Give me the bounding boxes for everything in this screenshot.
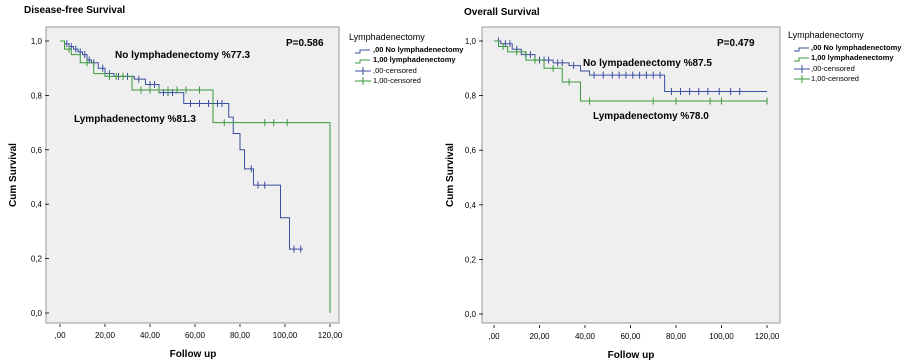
x-tick-label: 20,00 xyxy=(529,332,550,341)
annotation-lymphadenectomy: Lympadenectomy %78.0 xyxy=(593,111,709,122)
y-axis-label: Cum Survival xyxy=(445,143,456,207)
legend-entry-0: ,00 No lymphadenectomy xyxy=(811,43,902,52)
legend-swatch-censored-1 xyxy=(794,75,810,83)
x-tick-label: 80,00 xyxy=(230,331,251,340)
y-tick-label: 1,0 xyxy=(31,37,43,46)
y-axis-label: Cum Survival xyxy=(8,143,19,207)
y-tick-label: 0,6 xyxy=(31,146,43,155)
x-tick-label: ,00 xyxy=(488,332,500,341)
y-tick-label: 0,4 xyxy=(465,201,477,210)
x-axis-label: Follow up xyxy=(608,350,655,361)
x-tick-label: 40,00 xyxy=(140,331,161,340)
legend-entry-2: ,00-censored xyxy=(373,66,417,75)
plot-background xyxy=(481,26,781,324)
p-value: P=0.479 xyxy=(717,38,755,49)
chart-title: Overall Survival xyxy=(464,7,540,18)
x-tick-label: 80,00 xyxy=(666,332,687,341)
legend-swatch-series-1 xyxy=(794,57,809,62)
annotation-no-lymphadenectomy: No lymphadenectomy %77.3 xyxy=(115,50,250,61)
y-tick-label: 0,2 xyxy=(31,255,43,264)
legend-entry-1: 1,00 lymphadenectomy xyxy=(811,53,894,62)
x-axis-label: Follow up xyxy=(170,349,217,360)
x-tick-label: 40,00 xyxy=(575,332,596,341)
legend-swatch-series-1 xyxy=(355,59,370,64)
series-marks xyxy=(494,37,768,105)
series-line-0 xyxy=(60,40,303,250)
y-tick-label: 0,6 xyxy=(465,146,477,155)
chart-panel-dfs: Disease-free Survival P=0.586 No lymphad… xyxy=(8,5,464,360)
p-value: P=0.586 xyxy=(286,38,324,49)
y-tick-label: 0,0 xyxy=(465,310,477,319)
legend-entry-2: ,00-censored xyxy=(811,64,855,73)
y-tick-label: 1,0 xyxy=(465,37,477,46)
legend: Lymphadenectomy ,00 No lymphadenectomy 1… xyxy=(349,32,464,85)
x-tick-label: 60,00 xyxy=(185,331,206,340)
legend-swatch-series-0 xyxy=(355,49,370,54)
series-marks xyxy=(60,40,331,313)
legend-swatch-censored-0 xyxy=(355,67,371,75)
series-line-1 xyxy=(60,40,331,313)
y-tick-label: 0,4 xyxy=(31,200,43,209)
series-line-0 xyxy=(494,40,767,93)
legend-swatch-series-0 xyxy=(794,47,809,52)
legend-entry-3: 1,00-censored xyxy=(811,74,859,83)
legend-entry-3: 1,00-censored xyxy=(373,76,421,85)
chart-title: Disease-free Survival xyxy=(24,5,125,16)
legend-entry-0: ,00 No lymphadenectomy xyxy=(373,45,464,54)
x-tick-label: 120,00 xyxy=(755,332,780,341)
y-tick-label: 0,2 xyxy=(465,255,477,264)
legend-swatch-censored-1 xyxy=(355,77,371,85)
x-tick-label: 20,00 xyxy=(95,331,116,340)
x-tick-label: 120,00 xyxy=(318,331,343,340)
y-tick-label: 0,8 xyxy=(31,91,43,100)
x-tick-label: 100,00 xyxy=(709,332,734,341)
legend-title: Lymphadenectomy xyxy=(788,30,864,40)
plot-background xyxy=(45,26,340,324)
annotation-lymphadenectomy: Lymphadenectomy %81.3 xyxy=(74,114,196,125)
x-tick-label: 100,00 xyxy=(273,331,298,340)
x-tick-label: 60,00 xyxy=(620,332,641,341)
axis-ticks: ,00 20,00 40,00 60,00 80,00 100,00 120,00 0,0 0,… xyxy=(31,37,343,340)
x-tick-label: ,00 xyxy=(54,331,66,340)
y-tick-label: 0,0 xyxy=(31,309,43,318)
legend: Lymphadenectomy ,00 No lymphadenectomy 1… xyxy=(788,30,902,83)
legend-swatch-censored-0 xyxy=(794,65,810,73)
legend-title: Lymphadenectomy xyxy=(349,32,425,42)
y-tick-label: 0,8 xyxy=(465,92,477,101)
axis-ticks: ,00 20,00 40,00 60,00 80,00 100,00 120,00 0,0 0,… xyxy=(465,37,780,341)
chart-panel-os: Overall Survival P=0.479 No lympadenecto… xyxy=(445,7,902,361)
legend-entry-1: 1,00 lymphadenectomy xyxy=(373,55,456,64)
annotation-no-lymphadenectomy: No lympadenectomy %87.5 xyxy=(583,58,712,69)
